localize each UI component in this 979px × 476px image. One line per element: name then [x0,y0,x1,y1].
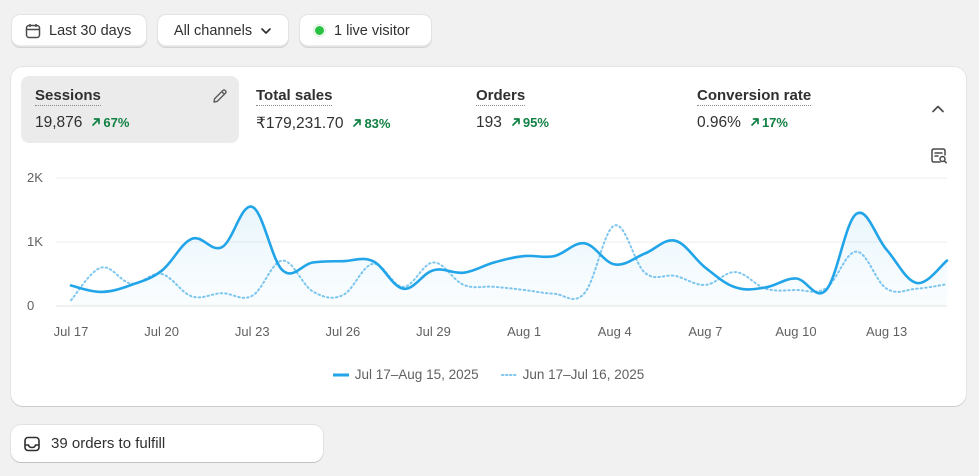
arrow-up-right-icon [353,119,362,127]
x-tick-label: Aug 13 [866,324,907,339]
metric-value: 0.96% [697,114,741,131]
metric-sessions[interactable]: Sessions 19,876 67% [21,76,239,143]
sessions-line-chart: 2K 1K 0 Jul 17 Jul 20 Jul 23 Jul 26 Jul 29 Aug 1… [27,170,949,339]
metric-value: ₹179,231.70 [256,115,344,132]
channels-label: All channels [173,22,253,39]
arrow-up-right-icon [92,118,101,126]
metric-label: Orders [476,87,526,106]
metric-label: Total sales [256,87,333,106]
date-range-label: Last 30 days [49,22,132,39]
metric-label: Sessions [35,87,101,106]
pencil-icon[interactable] [211,87,229,105]
y-tick-label: 1K [27,234,43,249]
metric-label: Conversion rate [697,87,812,106]
x-tick-label: Aug 10 [775,324,816,339]
metric-change-value: 67% [103,114,130,130]
arrow-up-right-icon [751,118,759,126]
x-tick-label: Aug 4 [598,324,632,339]
inbox-icon [24,436,40,451]
metric-change: 95% [511,115,549,130]
calendar-icon [25,23,41,38]
x-tick-label: Jul 17 [54,324,89,339]
orders-to-fulfill-button[interactable]: 39 orders to fulfill [11,425,323,462]
live-visitors-button[interactable]: 1 live visitor [299,14,432,47]
x-tick-label: Jul 26 [326,324,361,339]
y-tick-label: 0 [27,298,34,313]
metric-change-value: 95% [522,114,549,130]
live-status-dot-icon [313,24,326,37]
chevron-up-icon[interactable] [929,100,947,118]
arrow-up-right-icon [512,118,520,126]
live-visitors-label: 1 live visitor [334,22,410,39]
chevron-down-icon [261,27,271,34]
analytics-card: Sessions 19,876 67% Total sales ₹179,231… [11,67,966,406]
x-tick-label: Aug 1 [507,324,541,339]
metric-value: 19,876 [35,114,83,131]
x-tick-label: Jul 29 [416,324,451,339]
x-tick-label: Jul 23 [235,324,270,339]
legend-label-current: Jul 17–Aug 15, 2025 [354,367,479,382]
date-range-button[interactable]: Last 30 days [11,14,147,47]
legend-label-previous: Jun 17–Jul 16, 2025 [522,367,645,382]
legend-item-current[interactable]: Jul 17–Aug 15, 2025 [332,367,479,382]
legend-item-previous[interactable]: Jun 17–Jul 16, 2025 [500,367,645,382]
metric-orders[interactable]: Orders 193 95% [462,76,677,143]
y-tick-label: 2K [27,170,43,185]
series-area-current [71,206,947,306]
x-tick-label: Jul 20 [144,324,179,339]
metric-change-value: 17% [761,114,788,130]
orders-to-fulfill-label: 39 orders to fulfill [51,435,166,452]
metric-total-sales[interactable]: Total sales ₹179,231.70 83% [242,76,457,143]
metric-change-value: 83% [364,115,391,131]
chart-search-icon[interactable] [929,146,949,166]
metric-value: 193 [476,114,502,131]
metric-change: 83% [352,116,390,131]
solid-line-icon [332,373,349,376]
x-tick-label: Aug 7 [688,324,722,339]
channels-dropdown[interactable]: All channels [157,14,289,47]
dotted-line-icon [500,373,517,376]
metric-change: 17% [750,115,788,130]
metric-change: 67% [91,115,129,130]
chart-legend: Jul 17–Aug 15, 2025 Jun 17–Jul 16, 2025 [11,367,966,382]
metric-conversion-rate[interactable]: Conversion rate 0.96% 17% [683,76,898,143]
series-line-current [69,205,949,295]
